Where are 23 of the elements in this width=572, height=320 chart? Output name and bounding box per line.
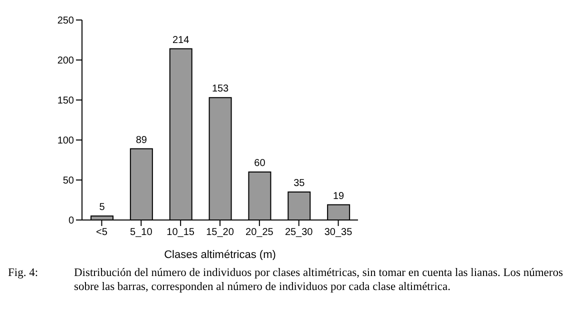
y-tick-label: 150 bbox=[57, 96, 74, 107]
x-tick-label: 30_35 bbox=[324, 227, 353, 238]
y-tick-label: 50 bbox=[62, 176, 74, 187]
data-label: 35 bbox=[294, 178, 306, 189]
data-label: 5 bbox=[99, 202, 106, 213]
x-tick-label: 5_10 bbox=[130, 227, 153, 238]
data-label: 19 bbox=[333, 190, 345, 202]
text: Distribución del número de individuos por clases altimétricas, sin tomar en cuenta las lianas. Los números sobre las barras, corresponden al número de individuos por cada clase altimétrica. bbox=[74, 266, 564, 294]
x-tick-label: 15_20 bbox=[206, 227, 234, 238]
y-tick-label: 250 bbox=[57, 16, 74, 27]
x-tick-label: 10_15 bbox=[166, 227, 195, 238]
x-axis-title: Clases altimétricas (m) bbox=[164, 249, 276, 261]
data-label: 153 bbox=[212, 84, 230, 95]
y-tick-label: 200 bbox=[57, 56, 74, 67]
x-tick-label: <5 bbox=[96, 227, 108, 238]
x-tick-label: 20_25 bbox=[246, 227, 274, 238]
data-label: 214 bbox=[172, 34, 190, 46]
caption: Fig. 4: bbox=[8, 266, 40, 281]
y-tick-label: 0 bbox=[68, 216, 74, 227]
data-label: 89 bbox=[136, 134, 148, 146]
data-label: 60 bbox=[254, 158, 266, 169]
x-tick-label: 25_30 bbox=[284, 227, 314, 238]
y-tick-label: 100 bbox=[57, 136, 74, 147]
